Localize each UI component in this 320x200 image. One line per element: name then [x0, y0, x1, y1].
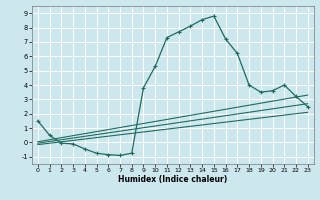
X-axis label: Humidex (Indice chaleur): Humidex (Indice chaleur) — [118, 175, 228, 184]
